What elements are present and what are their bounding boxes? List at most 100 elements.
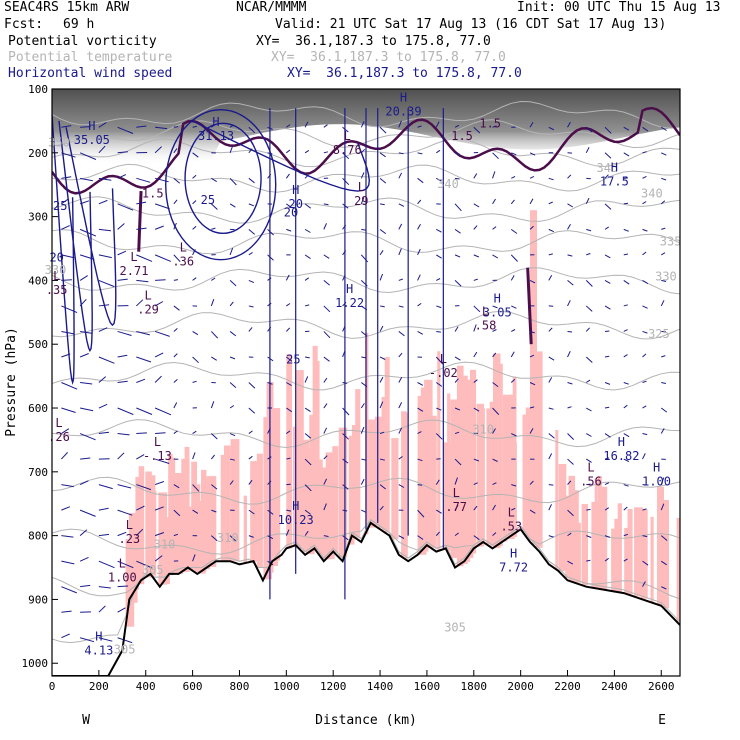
field-label-pv: Potential vorticity: [8, 34, 157, 49]
wind-arrow: [623, 354, 628, 358]
wind-arrow: [173, 279, 179, 281]
wind-arrow: [454, 280, 462, 287]
wind-arrow: [473, 379, 478, 383]
wind-arrow: [436, 382, 443, 387]
wind-arrow: [229, 382, 237, 388]
wind-arrow: [98, 228, 111, 232]
organization: NCAR/MMMM: [236, 0, 307, 15]
hl-value: 1.00: [642, 475, 671, 489]
wind-arrow: [567, 560, 574, 565]
cloud-shading: [365, 332, 369, 535]
wind-arrow: [136, 254, 153, 262]
wind-arrow: [61, 254, 75, 259]
wind-arrow: [454, 477, 458, 485]
wind-arrow: [417, 248, 421, 256]
wind-arrow: [623, 202, 629, 205]
wind-arrow: [229, 535, 237, 542]
x-tick-label: 1600: [414, 680, 441, 693]
wind-arrow: [492, 382, 499, 388]
hl-value: 1.22: [335, 296, 364, 310]
wind-arrow: [379, 273, 384, 281]
wind-arrow: [98, 122, 107, 128]
wind-arrow: [379, 484, 387, 490]
hl-value: .56: [580, 475, 602, 489]
wind-arrow: [511, 152, 517, 156]
cloud-shading: [424, 379, 433, 548]
wind-arrow: [379, 177, 387, 184]
wind-arrow: [660, 300, 665, 307]
wind-arrow: [417, 382, 424, 386]
wind-arrow: [642, 305, 648, 309]
wind-arrow: [398, 331, 405, 337]
wind-arrow: [529, 279, 536, 284]
wind-arrow: [492, 226, 497, 230]
cloud-shading: [680, 512, 686, 625]
cloud-shading: [640, 509, 648, 599]
wind-arrow: [117, 203, 134, 211]
wind-arrow: [510, 378, 516, 383]
wind-arrow: [417, 302, 422, 307]
wind-arrow: [454, 152, 461, 155]
x-tick-label: 2400: [601, 680, 628, 693]
hl-marker: L: [587, 461, 594, 475]
wind-arrow: [61, 560, 75, 565]
wind-arrow: [79, 152, 97, 160]
wind-arrow: [61, 452, 68, 460]
wind-arrow: [98, 327, 108, 332]
wind-arrow: [604, 254, 611, 259]
wind-arrow: [567, 406, 572, 409]
wind-arrow: [211, 277, 216, 281]
wind-arrow: [192, 430, 197, 434]
wind-arrow: [660, 560, 667, 566]
wind-arrow: [154, 407, 172, 416]
wind-arrow: [304, 121, 309, 128]
wind-arrow: [623, 126, 630, 131]
wind-arrow: [136, 201, 147, 205]
wind-arrow: [248, 430, 253, 434]
wind-arrow: [586, 228, 592, 232]
wind-arrow: [192, 452, 196, 460]
cloud-shading: [194, 484, 201, 572]
hl-value: 35.05: [74, 133, 110, 147]
wind-arrow: [642, 535, 648, 538]
wind-arrow: [98, 560, 115, 569]
wind-arrow: [436, 407, 442, 411]
east-label: E: [658, 713, 666, 728]
wind-arrow: [417, 458, 423, 462]
wind-arrow: [229, 203, 236, 208]
wind-arrow: [417, 407, 424, 412]
wind-arrow: [623, 253, 629, 256]
cloud-shading: [532, 361, 539, 545]
wind-arrow: [379, 458, 385, 461]
forecast-hours: 69 h: [63, 17, 95, 32]
wind-arrow: [229, 433, 236, 437]
wind-arrow: [61, 484, 74, 488]
wind-arrow: [211, 203, 218, 210]
wind-arrow: [173, 222, 177, 230]
wind-arrow: [398, 535, 405, 539]
wind-arrow: [511, 175, 516, 179]
theta-label: 350: [48, 135, 70, 149]
wind-arrow: [61, 506, 71, 511]
hl-marker: L: [53, 269, 60, 283]
wind-arrow: [342, 433, 349, 440]
wind-arrow: [454, 177, 460, 180]
wind-label: 20: [284, 206, 298, 220]
cloud-shading: [368, 419, 376, 528]
wind-arrow: [379, 505, 384, 511]
hl-marker: L: [344, 129, 351, 143]
wind-arrow: [623, 484, 629, 487]
wind-arrow: [98, 177, 112, 181]
wind-arrow: [304, 407, 311, 413]
hl-value: -.02: [429, 366, 458, 380]
wind-arrow: [136, 356, 152, 363]
wind-arrow: [454, 532, 459, 537]
wind-arrow: [642, 151, 647, 154]
wind-arrow: [61, 198, 69, 205]
wind-arrow: [154, 481, 165, 486]
wind-arrow: [229, 280, 237, 287]
wind-arrow: [229, 124, 235, 128]
wind-arrow: [154, 146, 162, 154]
hl-marker: H: [212, 115, 219, 129]
wind-arrow: [473, 535, 480, 541]
